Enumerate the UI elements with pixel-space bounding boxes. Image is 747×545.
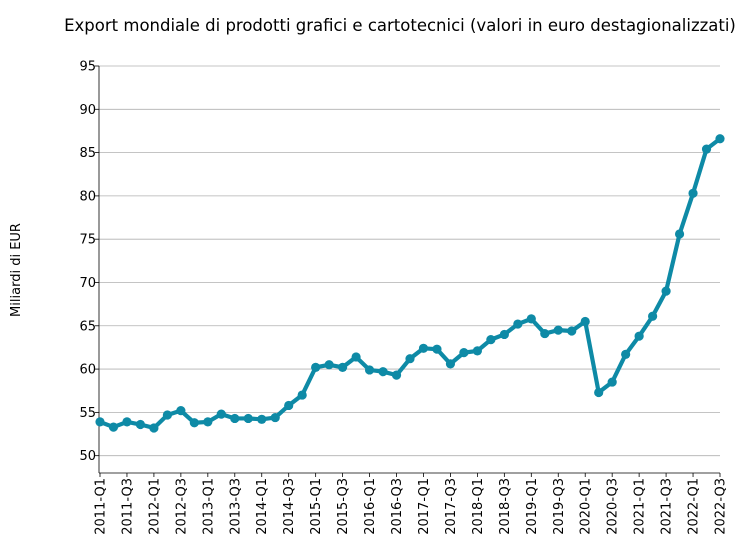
data-point [311,362,321,372]
data-point [176,406,186,416]
data-point [405,354,415,364]
data-point [270,412,280,423]
data-point [243,413,253,424]
x-tick-label: 2011-Q3 [120,478,135,535]
data-point [674,229,685,239]
data-point [621,349,631,359]
data-point [607,377,617,387]
x-tick-labels: 2011-Q1 2011-Q3 2012-Q1 2012-Q3 2013-Q1 2013-… [94,478,729,535]
data-point [189,418,199,428]
x-tick-label: 2018-Q3 [498,478,513,535]
data-point [338,362,348,372]
y-axis-label: Miliardi di EUR [9,223,24,317]
x-tick-label: 2014-Q3 [282,478,297,535]
series-line [97,136,723,431]
data-point [351,352,361,362]
data-point [162,410,172,420]
data-point [499,329,509,340]
data-point [594,387,604,398]
data-point [513,319,523,329]
data-point [486,335,496,345]
x-tick-label: 2022-Q3 [714,478,729,535]
x-tick-label: 2020-Q1 [579,478,594,535]
data-point [149,423,159,433]
x-tick-label: 2022-Q1 [687,478,702,535]
y-tick-label: 55 [79,406,96,421]
data-point [661,286,671,296]
x-tick-label: 2021-Q3 [660,478,675,535]
chart-title: Export mondiale di prodotti grafici e ca… [64,16,736,35]
data-point [715,134,725,144]
data-point [445,359,456,369]
x-tick-label: 2021-Q1 [633,478,648,535]
data-point [540,328,550,339]
x-tick-label: 2015-Q1 [309,478,324,535]
y-tick-label: 75 [79,233,96,248]
axes [95,65,721,477]
x-tick-label: 2019-Q3 [552,478,567,535]
data-point [580,316,590,327]
x-tick-label: 2016-Q3 [390,478,405,535]
y-tick-label: 90 [79,103,96,118]
x-tick-label: 2012-Q3 [174,478,189,535]
data-point [364,365,375,375]
data-point [108,422,119,432]
data-point [418,343,429,353]
y-tick-label: 60 [79,363,96,378]
y-tick-label: 65 [79,319,96,334]
x-tick-label: 2013-Q3 [228,478,243,535]
data-point [297,390,307,400]
x-tick-label: 2011-Q1 [94,478,109,535]
data-point [135,419,146,430]
data-point [257,414,267,424]
data-point [230,413,240,424]
data-point [284,400,294,411]
data-point [634,331,644,341]
x-tick-label: 2013-Q1 [201,478,216,535]
data-point [701,144,712,154]
data-point [553,325,563,335]
x-tick-label: 2016-Q1 [363,478,378,535]
data-point [648,311,658,321]
data-point [567,326,577,336]
data-point [688,188,698,198]
x-tick-label: 2012-Q1 [147,478,162,535]
data-point [122,417,132,427]
grid-lines [99,65,720,457]
data-point [432,344,442,354]
data-point [378,367,388,377]
data-point [459,348,469,358]
y-tick-label: 50 [79,449,96,464]
x-tick-label: 2019-Q1 [525,478,540,535]
x-tick-label: 2017-Q1 [417,478,432,535]
data-point [95,417,105,427]
y-tick-label: 80 [79,189,96,204]
y-tick-label: 70 [79,276,96,291]
y-tick-label: 85 [79,146,96,161]
y-tick-labels: 50 55 60 65 70 75 80 85 90 95 [79,60,96,465]
data-point [324,360,334,370]
data-point [391,370,402,380]
x-tick-label: 2020-Q3 [606,478,621,535]
data-series [95,134,725,433]
y-tick-label: 95 [79,60,96,75]
x-tick-label: 2017-Q3 [444,478,459,535]
data-point [216,409,226,419]
data-point [203,417,213,427]
x-tick-label: 2015-Q3 [336,478,351,535]
x-tick-label: 2018-Q1 [471,478,486,535]
data-point [472,346,482,356]
x-tick-label: 2014-Q1 [255,478,270,535]
data-point [526,314,536,324]
